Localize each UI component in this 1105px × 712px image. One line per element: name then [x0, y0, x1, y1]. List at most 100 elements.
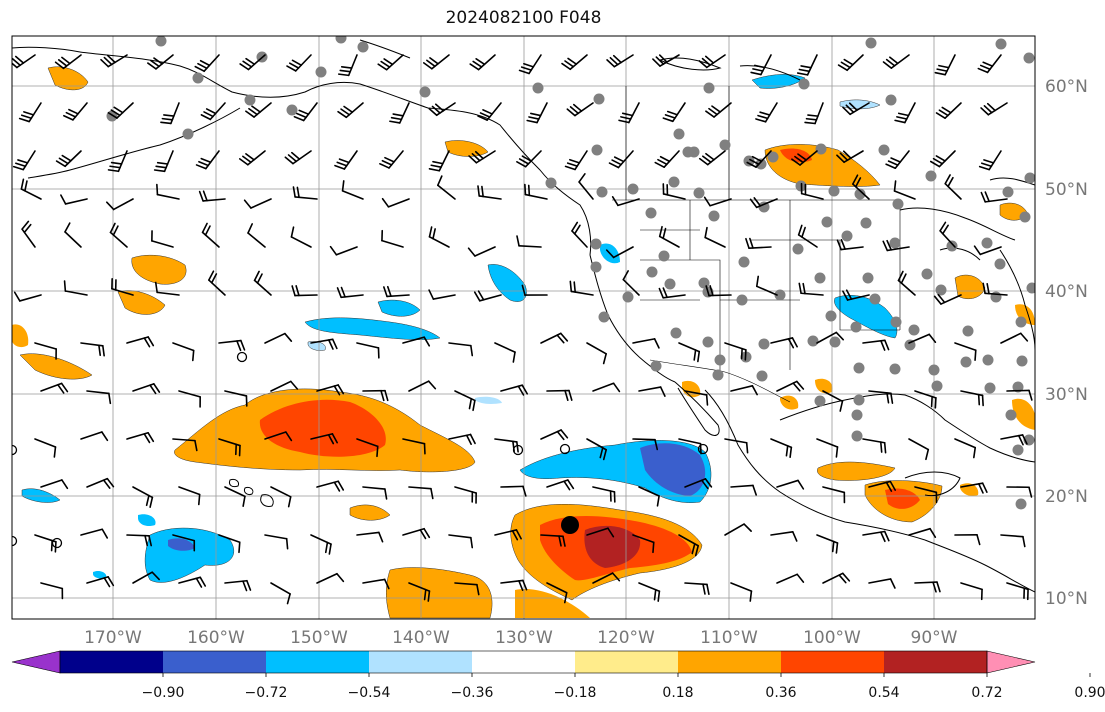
wind-barb: [586, 342, 607, 365]
wind-barb: [224, 486, 246, 508]
wind-barb: [705, 285, 732, 297]
wind-barb: [776, 573, 805, 584]
wind-barb: [422, 54, 450, 70]
wind-barb: [546, 582, 568, 604]
wind-barb: [939, 221, 956, 248]
wind-barb: [109, 222, 128, 248]
colorbar-segment: [472, 651, 576, 673]
latitude-label: 40°N: [1045, 282, 1088, 302]
wind-barb: [684, 582, 710, 596]
wind-barb: [290, 226, 312, 248]
wind-barb: [494, 529, 522, 541]
wind-barb: [638, 486, 660, 507]
wind-barb: [292, 186, 318, 200]
wind-barb: [310, 534, 332, 555]
wind-barb: [337, 54, 358, 77]
latitude-label: 50°N: [1045, 180, 1088, 200]
wind-barb: [868, 578, 896, 589]
wind-barb: [724, 523, 752, 536]
wind-barb: [201, 222, 220, 248]
wind-barb: [408, 486, 434, 500]
wind-barb: [933, 293, 962, 305]
wind-barb: [218, 339, 246, 352]
borders: [612, 86, 901, 403]
wind-barb: [755, 275, 778, 296]
wind-barb: [954, 533, 981, 546]
wind-barb: [316, 384, 345, 396]
wind-barb: [755, 102, 778, 123]
wind-barb: [868, 390, 894, 404]
wind-barb: [381, 229, 404, 248]
wind-barb: [704, 226, 726, 248]
wind-barb: [836, 150, 864, 164]
wind-barb: [929, 150, 956, 168]
wind-barb: [12, 150, 36, 171]
wind-barb: [816, 534, 839, 554]
wind-barb: [1000, 332, 1029, 344]
wind-barb: [1006, 389, 1033, 401]
wind-barb: [194, 54, 220, 73]
wind-barb: [477, 102, 502, 121]
wind-barb: [977, 54, 1002, 74]
wind-barb: [63, 102, 88, 121]
wind-barb: [684, 390, 709, 406]
wind-barb: [944, 174, 962, 200]
wind-barb: [516, 150, 542, 168]
wind-barb: [356, 342, 380, 359]
wind-barb: [100, 54, 128, 68]
wind-barb: [571, 221, 588, 248]
wind-barb: [703, 196, 732, 207]
wind-barb: [797, 224, 818, 248]
colorbar-extend-high: [986, 650, 1036, 674]
wind-barb: [13, 291, 42, 302]
wind-barb: [638, 582, 661, 602]
plot-title: 2024082100 F048: [445, 8, 602, 28]
colorbar-tick-labels: −0.90 −0.72 −0.54 −0.36 −0.18 0.18 0.36 0.54 0.7…: [142, 673, 1105, 701]
wind-barb: [546, 479, 575, 491]
wind-barb: [908, 438, 930, 461]
wind-barb: [448, 534, 474, 549]
wind-barb: [611, 196, 640, 207]
wind-barb: [816, 438, 839, 458]
latitude-label: 30°N: [1045, 385, 1088, 405]
wind-barb: [293, 102, 318, 122]
wind-barb: [243, 198, 272, 209]
wind-barb: [662, 183, 686, 200]
wind-barb: [60, 194, 88, 205]
wind-barb: [980, 191, 1008, 203]
wind-barb: [1000, 534, 1026, 548]
wind-barb: [500, 579, 528, 591]
wind-barb: [730, 582, 753, 602]
wind-barb: [172, 534, 196, 552]
wind-barb: [111, 277, 134, 296]
colorbar-segment: [575, 651, 679, 673]
wind-barb: [678, 534, 699, 557]
wind-barb: [954, 342, 977, 361]
wind-barb: [54, 54, 82, 70]
wind-barb: [40, 479, 69, 490]
wind-barb: [822, 572, 851, 584]
wind-barb: [428, 102, 456, 117]
wind-barb: [632, 534, 655, 554]
colorbar-segment: [266, 651, 370, 673]
wind-barb: [500, 384, 529, 396]
wind-barb: [632, 338, 660, 349]
wind-barb: [356, 438, 379, 458]
wind-barb: [178, 390, 201, 408]
colorbar-segment: [163, 651, 267, 673]
wind-barb: [705, 102, 732, 118]
wind-barb: [638, 386, 666, 397]
wind-barb: [592, 572, 621, 584]
wind-barb: [746, 150, 772, 168]
wind-barb: [381, 197, 410, 208]
wind-barb: [791, 150, 818, 166]
wind-barb: [724, 438, 749, 454]
wind-barb: [408, 582, 431, 602]
wind-barb: [586, 527, 615, 538]
wind-barb: [540, 429, 569, 441]
wind-barb: [34, 534, 57, 553]
wind-barb: [862, 339, 890, 351]
wind-barb: [208, 270, 226, 296]
colorbar-segment: [678, 651, 782, 673]
wind-barb: [473, 290, 502, 302]
